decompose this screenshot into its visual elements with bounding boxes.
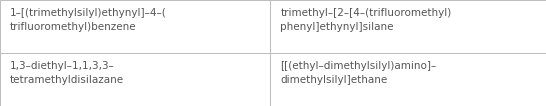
Text: trimethyl–[2–[4–(trifluoromethyl)
phenyl]ethynyl]silane: trimethyl–[2–[4–(trifluoromethyl) phenyl…	[280, 8, 452, 32]
Text: [[(ethyl–dimethylsilyl)amino]–
dimethylsilyl]ethane: [[(ethyl–dimethylsilyl)amino]– dimethyls…	[280, 61, 436, 85]
Bar	[270, 53, 546, 106]
Bar	[0, 0, 270, 53]
Bar	[270, 0, 546, 53]
Text: 1–[(trimethylsilyl)ethynyl]–4–(
trifluoromethyl)benzene: 1–[(trimethylsilyl)ethynyl]–4–( trifluor…	[10, 8, 167, 32]
Bar	[0, 53, 270, 106]
Text: 1,3–diethyl–1,1,3,3–
tetramethyldisilazane: 1,3–diethyl–1,1,3,3– tetramethyldisilaza…	[10, 61, 124, 85]
